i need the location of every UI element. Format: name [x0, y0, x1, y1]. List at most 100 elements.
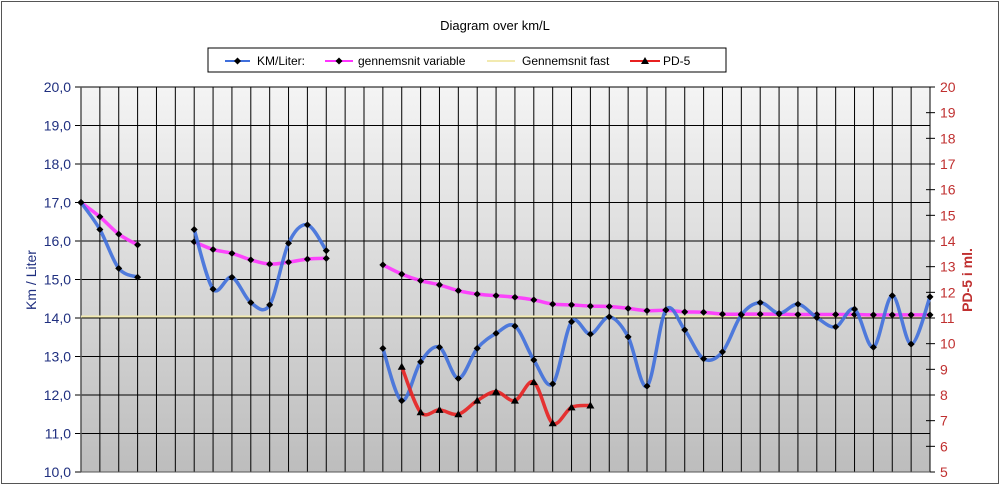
data-point-diamond	[926, 293, 934, 301]
legend: KM/Liter: gennemsnit variable Gennemsnit…	[207, 47, 727, 73]
y2-tick-label: 7	[940, 413, 948, 429]
data-point-diamond	[813, 314, 821, 322]
data-point-triangle	[454, 410, 463, 418]
y-tick-label: 13,0	[44, 349, 71, 365]
data-point-triangle	[548, 419, 557, 427]
y2-tick-label: 11	[940, 310, 955, 326]
data-point-diamond	[511, 322, 519, 330]
data-point-diamond	[586, 330, 594, 338]
y2-axis-label: PD-5 i ml.	[959, 248, 975, 312]
data-point-diamond	[398, 397, 406, 405]
y2-tick-label: 8	[940, 387, 948, 403]
data-point-diamond	[303, 221, 311, 229]
series-line-1	[79, 201, 139, 247]
data-point-triangle	[510, 396, 519, 404]
data-point-diamond	[530, 296, 538, 304]
data-point-diamond	[228, 249, 236, 257]
data-point-triangle	[567, 403, 576, 411]
data-point-diamond	[549, 380, 557, 388]
data-point-triangle	[492, 387, 501, 395]
data-point-diamond	[530, 356, 538, 364]
data-point-diamond	[285, 258, 293, 266]
y-tick-label: 17,0	[44, 195, 71, 211]
data-point-diamond	[907, 340, 915, 348]
data-point-diamond	[492, 292, 500, 300]
data-point-diamond	[756, 310, 764, 318]
data-point-diamond	[549, 300, 557, 308]
data-point-diamond	[888, 311, 896, 319]
data-point-diamond	[662, 306, 670, 314]
y-tick-label: 11,0	[45, 426, 71, 442]
data-point-diamond	[624, 304, 632, 312]
data-point-diamond	[888, 292, 896, 300]
data-point-diamond	[473, 290, 481, 298]
y2-tick-label: 13	[940, 259, 956, 275]
data-point-diamond	[209, 285, 217, 293]
y2-tick-label: 12	[940, 284, 956, 300]
data-point-diamond	[285, 239, 293, 247]
data-point-diamond	[454, 287, 462, 295]
data-point-triangle	[473, 396, 482, 404]
data-point-diamond	[435, 343, 443, 351]
data-point-triangle	[416, 408, 425, 416]
legend-km-liter: KM/Liter:	[257, 54, 305, 68]
y-tick-label: 20,0	[44, 79, 71, 95]
data-point-triangle	[397, 362, 406, 370]
data-point-diamond	[115, 230, 123, 238]
data-point-diamond	[473, 344, 481, 352]
y-tick-label: 12,0	[44, 387, 71, 403]
y-tick-label: 16,0	[44, 233, 71, 249]
y2-tick-label: 18	[940, 130, 956, 146]
data-point-diamond	[398, 270, 406, 278]
data-point-diamond	[681, 308, 689, 316]
y-tick-label: 15,0	[44, 272, 71, 288]
y-axis-label: Km / Liter	[23, 250, 39, 310]
data-point-diamond	[869, 311, 877, 319]
data-point-diamond	[624, 333, 632, 341]
data-point-diamond	[586, 302, 594, 310]
data-point-diamond	[718, 310, 726, 318]
data-point-diamond	[718, 348, 726, 356]
data-point-diamond	[568, 318, 576, 326]
data-point-diamond	[228, 273, 236, 281]
data-point-diamond	[643, 382, 651, 390]
data-point-diamond	[209, 245, 217, 253]
y2-tick-label: 5	[940, 464, 948, 480]
data-point-diamond	[96, 213, 104, 221]
data-point-diamond	[700, 308, 708, 316]
data-point-diamond	[417, 277, 425, 285]
data-point-diamond	[379, 261, 387, 269]
y2-tick-label: 6	[940, 438, 948, 454]
data-point-diamond	[247, 299, 255, 307]
chart-title: Diagram over km/L	[440, 18, 550, 33]
data-point-triangle	[435, 405, 444, 413]
data-point-diamond	[643, 307, 651, 315]
data-point-diamond	[96, 225, 104, 233]
data-point-diamond	[568, 301, 576, 309]
data-point-diamond	[869, 343, 877, 351]
data-point-diamond	[322, 247, 330, 255]
data-point-diamond	[247, 256, 255, 264]
data-point-diamond	[605, 313, 613, 321]
data-point-diamond	[700, 355, 708, 363]
y-tick-label: 14,0	[44, 310, 71, 326]
data-point-triangle	[529, 378, 538, 386]
data-point-diamond	[266, 260, 274, 268]
legend-gennemsnit-variable: gennemsnit variable	[358, 54, 466, 68]
data-point-diamond	[775, 309, 783, 317]
data-point-diamond	[851, 305, 859, 313]
data-point-diamond	[379, 344, 387, 352]
y-tick-label: 18,0	[44, 156, 71, 172]
data-point-diamond	[794, 311, 802, 319]
data-point-diamond	[756, 299, 764, 307]
data-point-diamond	[322, 254, 330, 262]
data-point-diamond	[77, 199, 85, 206]
y2-tick-label: 14	[940, 233, 956, 249]
y2-tick-label: 15	[940, 207, 956, 223]
data-point-diamond	[303, 255, 311, 263]
data-point-diamond	[907, 311, 915, 319]
y2-tick-label: 9	[940, 361, 948, 377]
legend-pd5: PD-5	[663, 54, 691, 68]
data-point-diamond	[832, 323, 840, 331]
